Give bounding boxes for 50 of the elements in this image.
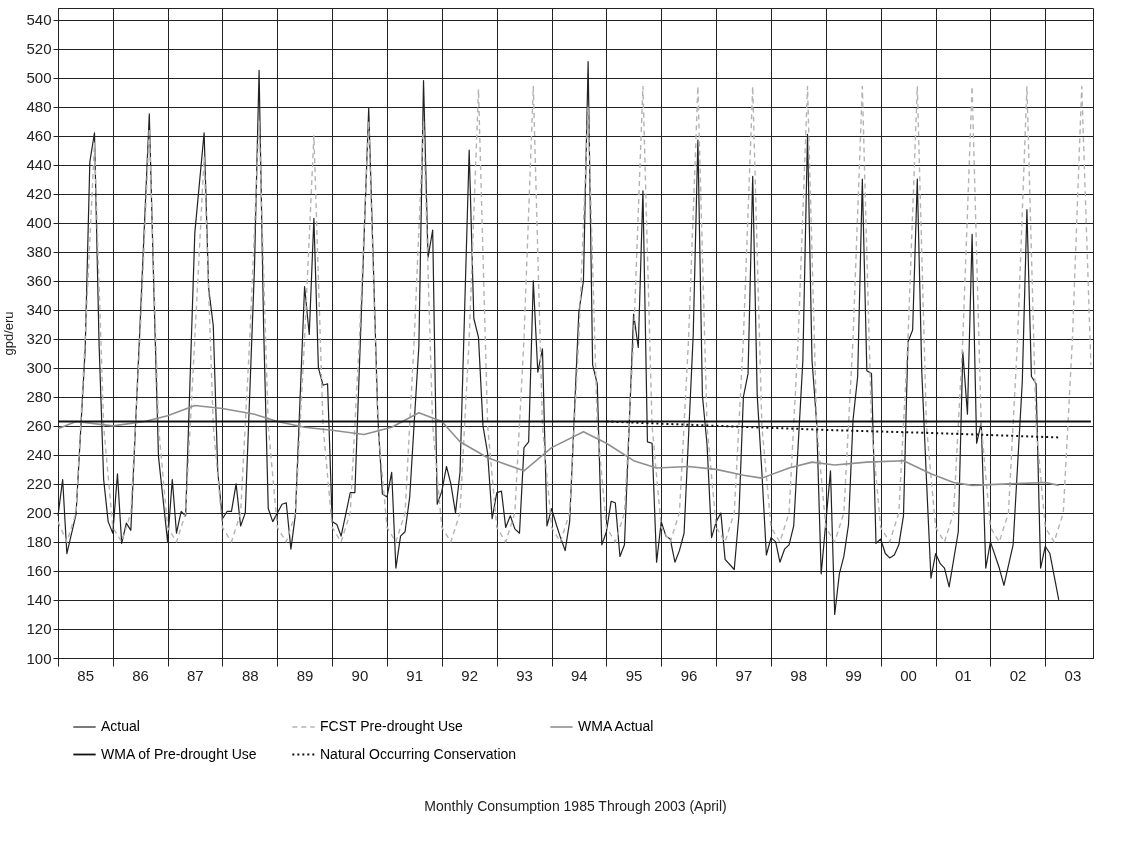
x-tick-label: 96 [680, 666, 698, 684]
y-tick-label: 180 [26, 533, 52, 551]
line-series [57, 404, 1060, 487]
y-tick-label: 420 [26, 185, 52, 203]
y-tick-label: 200 [26, 504, 52, 522]
y-tick-label: 500 [26, 69, 52, 87]
y-tick-label: 480 [26, 98, 52, 116]
x-tick-label: 00 [900, 666, 917, 684]
y-tick-label: 120 [26, 620, 52, 638]
x-tick-label: 87 [186, 666, 204, 684]
legend-label: WMA of Pre-drought Use [101, 745, 257, 762]
x-tick-label: 02 [1009, 666, 1027, 684]
legend-label: WMA Actual [578, 718, 654, 734]
y-tick-label: 320 [26, 330, 52, 348]
y-tick-label: 300 [26, 359, 52, 377]
legend-label: Actual [101, 718, 140, 734]
x-tick-label: 86 [132, 666, 149, 684]
y-tick-label: 440 [26, 156, 52, 174]
y-tick-label: 240 [26, 446, 52, 464]
y-tick-label: 280 [26, 388, 52, 406]
y-tick-label: 140 [26, 591, 52, 609]
x-tick-label: 93 [516, 666, 533, 684]
y-tick-label: 340 [26, 301, 52, 319]
x-tick-label: 88 [241, 666, 259, 684]
y-tick-label: 360 [26, 272, 52, 290]
x-tick-label: 97 [735, 666, 753, 684]
x-tick-label: 94 [570, 666, 588, 684]
legend-label: Natural Occurring Conservation [320, 745, 517, 762]
y-tick-label: 160 [26, 562, 52, 580]
x-tick-label: 91 [406, 666, 424, 684]
y-tick-label: 540 [26, 11, 52, 29]
y-tick-label: 220 [26, 475, 52, 493]
x-tick-label: 01 [954, 666, 972, 684]
x-tick-label: 95 [625, 666, 643, 684]
y-tick-label: 520 [26, 40, 52, 58]
x-tick-label: 92 [461, 666, 479, 684]
y-tick-label: 460 [26, 127, 52, 145]
x-tick-label: 85 [77, 666, 95, 684]
y-tick-label: 260 [26, 417, 52, 435]
y-tick-label: 400 [26, 214, 52, 232]
x-tick-label: 99 [845, 666, 862, 684]
x-tick-label: 03 [1064, 666, 1082, 684]
legend-label: FCST Pre-drought Use [320, 718, 464, 734]
y-tick-label: 380 [26, 243, 52, 261]
x-tick-label: 89 [296, 666, 314, 684]
y-axis-title: gpd/eru [1, 311, 17, 356]
x-tick-label: 90 [351, 666, 369, 684]
y-tick-label: 100 [26, 649, 52, 667]
x-tick-label: 98 [790, 666, 808, 684]
text: Monthly Consumption 1985 Through 2003 (April) [424, 798, 727, 814]
